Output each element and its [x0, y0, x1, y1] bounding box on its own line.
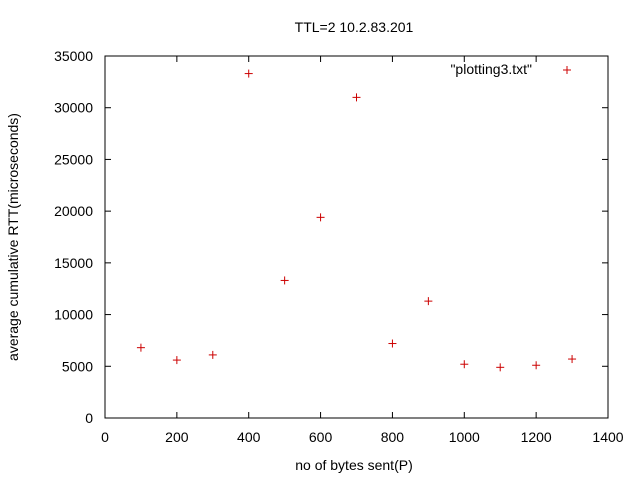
y-axis-label: average cumulative RTT(microseconds) — [5, 113, 21, 361]
legend-marker — [563, 66, 571, 74]
legend-label: "plotting3.txt" — [450, 61, 532, 77]
data-point — [388, 339, 397, 348]
x-axis-label: no of bytes sent(P) — [295, 457, 413, 473]
data-point — [424, 297, 433, 306]
y-tick-label: 5000 — [62, 358, 93, 374]
x-tick-label: 800 — [381, 429, 405, 445]
y-tick-label: 25000 — [54, 151, 93, 167]
x-tick-label: 0 — [101, 429, 109, 445]
data-point — [568, 355, 577, 364]
x-tick-label: 600 — [309, 429, 333, 445]
x-tick-label: 1400 — [592, 429, 623, 445]
x-tick-label: 200 — [165, 429, 189, 445]
x-tick-label: 1200 — [521, 429, 552, 445]
legend: "plotting3.txt" — [450, 61, 571, 77]
data-point — [136, 343, 145, 352]
data-point — [316, 213, 325, 222]
plot-border — [104, 55, 609, 419]
data-point — [532, 361, 541, 370]
x-tick-label: 400 — [237, 429, 261, 445]
data-points — [136, 69, 577, 372]
y-tick-label: 15000 — [54, 255, 93, 271]
data-point — [352, 93, 361, 102]
y-tick-label: 35000 — [54, 48, 93, 64]
legend-plus-marker — [563, 66, 571, 74]
y-tick-label: 10000 — [54, 307, 93, 323]
y-axis: 0 5000 10000 15000 20000 25000 30000 35000 — [54, 48, 608, 426]
data-point — [172, 356, 181, 365]
y-tick-label: 0 — [85, 410, 93, 426]
y-tick-label: 30000 — [54, 100, 93, 116]
y-tick-label: 20000 — [54, 203, 93, 219]
data-point — [280, 276, 289, 285]
chart-title: TTL=2 10.2.83.201 — [295, 19, 414, 35]
x-tick-label: 1000 — [449, 429, 480, 445]
data-point — [244, 69, 253, 78]
data-point — [460, 360, 469, 369]
data-point — [208, 350, 217, 359]
x-axis: 0 200 400 600 800 1000 1200 1400 — [101, 56, 624, 445]
data-point — [496, 363, 505, 372]
